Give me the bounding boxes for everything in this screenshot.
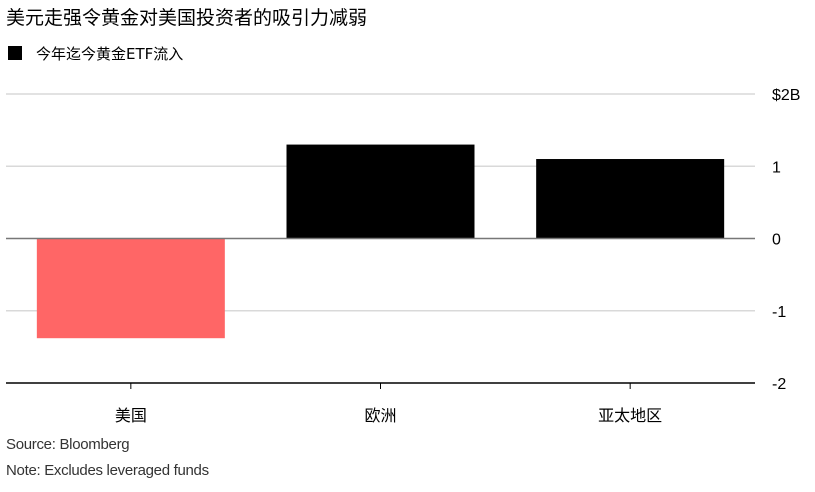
bar: [286, 144, 475, 239]
source-note: Source: Bloomberg: [6, 436, 130, 453]
footnote: Note: Excludes leveraged funds: [6, 462, 209, 479]
bar: [36, 238, 225, 339]
y-tick-label: $2B: [772, 87, 800, 104]
y-tick-label: 1: [772, 159, 781, 176]
x-tick-label: 欧洲: [364, 406, 396, 425]
y-tick-label: -2: [772, 376, 786, 393]
y-tick-label: -1: [772, 304, 786, 321]
legend-swatch: [8, 46, 22, 60]
chart-title: 美元走强令黄金对美国投资者的吸引力减弱: [6, 7, 368, 29]
legend-label: 今年迄今黄金ETF流入: [36, 44, 184, 63]
x-tick-label: 亚太地区: [598, 406, 662, 425]
bar: [536, 159, 725, 239]
x-tick-label: 美国: [115, 406, 147, 425]
legend: 今年迄今黄金ETF流入: [8, 42, 183, 64]
y-tick-label: 0: [772, 232, 781, 249]
